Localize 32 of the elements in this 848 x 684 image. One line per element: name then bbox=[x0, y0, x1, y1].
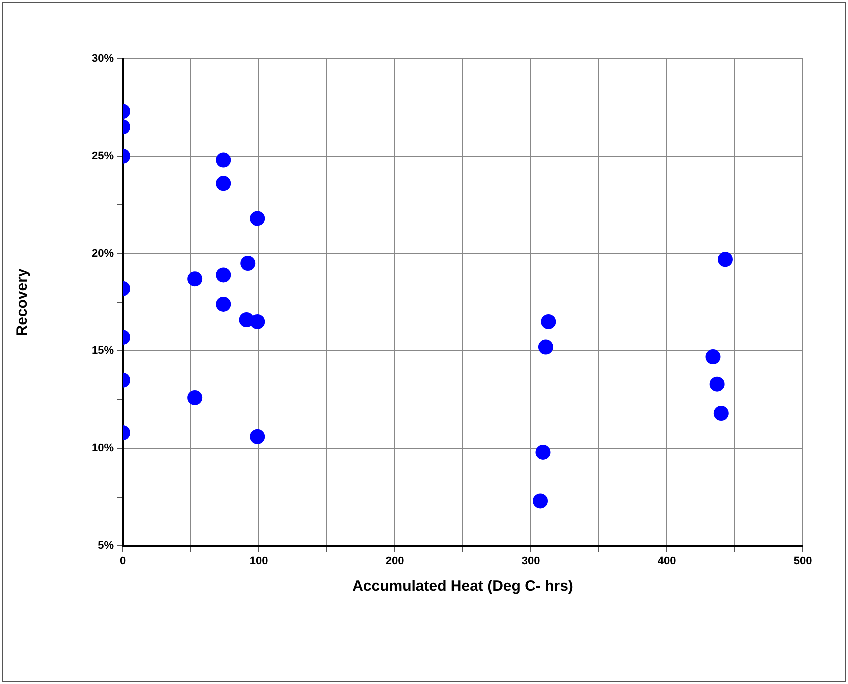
point bbox=[250, 211, 266, 226]
x-tick-label: 100 bbox=[250, 556, 268, 568]
point bbox=[216, 152, 232, 168]
y-tick-label: 30% bbox=[92, 53, 114, 66]
point bbox=[538, 340, 554, 355]
y-tick-label: 25% bbox=[92, 150, 114, 162]
point bbox=[250, 314, 266, 330]
point bbox=[710, 376, 725, 392]
x-axis-title: Accumulated Heat (Deg C- hrs) bbox=[352, 578, 574, 596]
point bbox=[216, 268, 232, 283]
y-axis-title: Recovery bbox=[14, 268, 32, 336]
point bbox=[188, 390, 203, 406]
point bbox=[188, 272, 203, 287]
point bbox=[216, 296, 232, 312]
x-tick-label: 400 bbox=[658, 556, 676, 568]
point bbox=[240, 256, 256, 272]
point bbox=[250, 429, 266, 444]
point bbox=[718, 252, 733, 268]
y-tick-label: 10% bbox=[92, 442, 114, 455]
x-tick-label: 200 bbox=[386, 556, 404, 568]
point bbox=[533, 494, 548, 509]
point bbox=[541, 314, 556, 330]
x-tick-label: 0 bbox=[120, 556, 126, 568]
point bbox=[714, 406, 729, 422]
y-tick-label: 15% bbox=[92, 345, 114, 358]
y-tick-label: 5% bbox=[98, 540, 114, 552]
x-tick-label: 300 bbox=[522, 556, 540, 568]
x-tick-label: 500 bbox=[794, 556, 812, 568]
point bbox=[706, 350, 721, 365]
point bbox=[536, 444, 551, 460]
y-tick-label: 20% bbox=[92, 248, 114, 260]
point bbox=[216, 176, 232, 192]
